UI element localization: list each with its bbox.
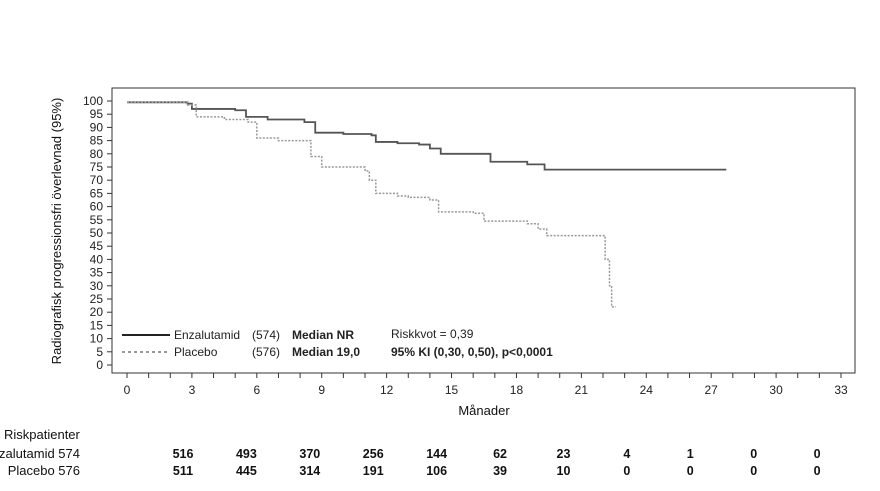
at-risk-value: 0 [814, 464, 821, 478]
y-axis-label: Radiografisk progressionsfri överlevnad … [49, 98, 64, 365]
y-tick-label: 15 [90, 318, 104, 332]
x-tick-label: 18 [510, 383, 524, 397]
legend-median-enzalutamid: Median NR [292, 328, 354, 342]
y-tick-label: 10 [90, 332, 104, 346]
x-tick-label: 3 [189, 383, 196, 397]
at-risk-value: 370 [299, 447, 320, 461]
y-tick-label: 60 [90, 200, 104, 214]
at-risk-value: 0 [750, 447, 757, 461]
y-tick-label: 70 [90, 173, 104, 187]
at-risk-value: 516 [173, 447, 194, 461]
y-tick-label: 50 [90, 226, 104, 240]
x-tick-label: 6 [253, 383, 260, 397]
x-tick-label: 0 [124, 383, 131, 397]
at-risk-value: 0 [623, 464, 630, 478]
x-tick-label: 15 [445, 383, 459, 397]
y-axis: 0510152025303540455055606570758085909510… [83, 94, 112, 372]
y-tick-label: 75 [90, 160, 104, 174]
legend-n-placebo: (576) [252, 345, 280, 359]
legend-median-placebo: Median 19,0 [292, 345, 360, 359]
at-risk-value: 10 [557, 464, 571, 478]
at-risk-value: 445 [236, 464, 257, 478]
y-tick-label: 85 [90, 134, 104, 148]
y-tick-label: 65 [90, 186, 104, 200]
x-tick-label: 33 [834, 383, 848, 397]
at-risk-value: 256 [363, 447, 384, 461]
x-tick-label: 27 [705, 383, 719, 397]
y-tick-label: 100 [83, 94, 103, 108]
y-tick-label: 90 [90, 120, 104, 134]
y-tick-label: 95 [90, 107, 104, 121]
at-risk-value: 493 [236, 447, 257, 461]
at-risk-value: 106 [426, 464, 447, 478]
x-tick-label: 12 [380, 383, 394, 397]
at-risk-label-placebo: Placebo 576 [8, 463, 80, 478]
y-tick-label: 20 [90, 305, 104, 319]
x-axis: 0 3 6 9 12 15 18 21 24 27 30 33 [124, 373, 848, 397]
legend-name-enzalutamid: Enzalutamid [174, 328, 240, 342]
plot-frame [111, 87, 856, 374]
confidence-interval: 95% KI (0,30, 0,50), p<0,0001 [391, 345, 553, 359]
x-tick-label: 30 [769, 383, 783, 397]
curve-placebo [127, 101, 616, 308]
at-risk-value: 144 [426, 447, 447, 461]
at-risk-value: 39 [493, 464, 507, 478]
x-tick-label: 9 [318, 383, 325, 397]
curve-enzalutamid [127, 101, 727, 171]
at-risk-value: 62 [493, 447, 507, 461]
at-risk-value: 23 [557, 447, 571, 461]
y-tick-label: 35 [90, 266, 104, 280]
legend-name-placebo: Placebo [174, 345, 218, 359]
at-risk-table: Riskpatienter Enzalutamid 574 Placebo 57… [0, 427, 821, 478]
at-risk-value: 314 [299, 464, 320, 478]
x-tick-label: 21 [575, 383, 589, 397]
curves [127, 101, 727, 308]
y-tick-label: 5 [96, 345, 103, 359]
at-risk-value: 0 [814, 447, 821, 461]
y-tick-label: 45 [90, 239, 104, 253]
y-tick-label: 25 [90, 292, 104, 306]
y-tick-label: 0 [96, 358, 103, 372]
at-risk-title: Riskpatienter [4, 427, 81, 442]
at-risk-label-enzalutamid: Enzalutamid 574 [0, 446, 80, 461]
at-risk-value: 191 [363, 464, 384, 478]
legend-n-enzalutamid: (574) [252, 328, 280, 342]
at-risk-value: 0 [687, 464, 694, 478]
y-tick-label: 40 [90, 252, 104, 266]
x-tick-label: 24 [640, 383, 654, 397]
y-tick-label: 55 [90, 213, 104, 227]
at-risk-value: 0 [750, 464, 757, 478]
y-tick-label: 30 [90, 279, 104, 293]
y-tick-label: 80 [90, 147, 104, 161]
at-risk-value: 1 [687, 447, 694, 461]
at-risk-value: 511 [173, 464, 193, 478]
legend: Enzalutamid (574) Median NR Riskkvot = 0… [122, 327, 553, 359]
x-axis-label: Månader [458, 403, 510, 418]
hazard-ratio: Riskkvot = 0,39 [391, 327, 474, 341]
at-risk-value: 4 [623, 447, 630, 461]
